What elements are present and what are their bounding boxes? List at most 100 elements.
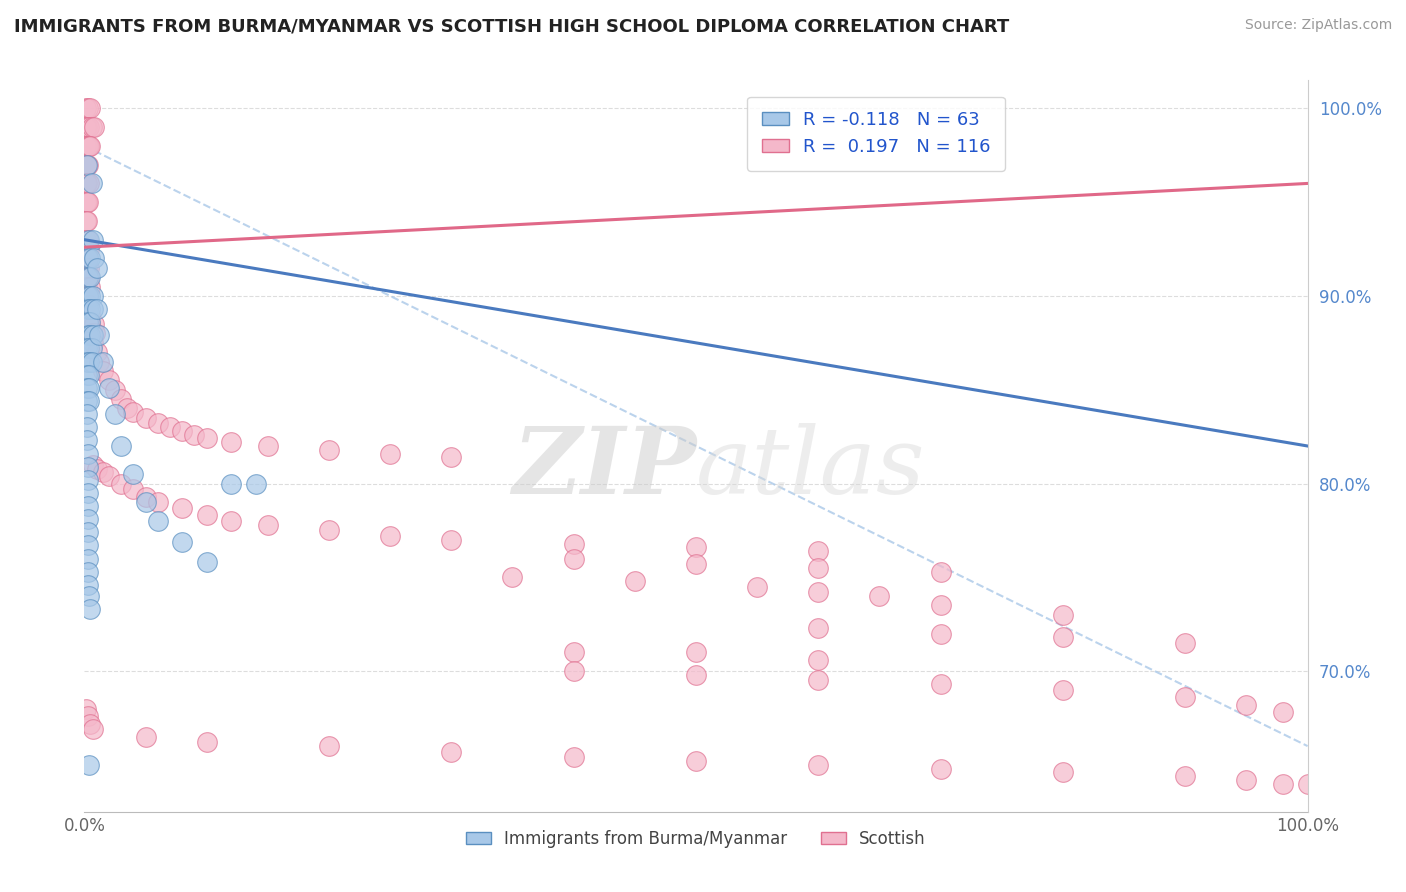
Point [77,512,100,526]
Point [77,459,100,474]
Point [97,373,120,387]
Point [440,450,463,465]
Point [219,476,242,491]
Point [929,565,952,579]
Point [562,645,585,659]
Point [75,139,97,153]
Point [80,342,103,356]
Point [219,435,242,450]
Point [80,354,103,368]
Point [80,326,103,341]
Point [183,427,205,442]
Point [1236,772,1258,787]
Point [77,381,100,395]
Point [76,279,98,293]
Point [77,298,100,312]
Point [79,270,101,285]
Point [76,195,98,210]
Point [79,317,101,331]
Point [79,279,101,293]
Point [685,541,707,555]
Text: ZIP: ZIP [512,423,696,513]
Point [77,260,100,275]
Point [685,754,707,768]
Point [91,354,114,368]
Point [146,495,169,509]
Point [807,585,830,599]
Point [97,469,120,483]
Point [75,195,97,210]
Point [79,308,101,322]
Point [91,465,114,479]
Point [77,446,100,460]
Point [122,405,145,419]
Point [77,270,100,285]
Point [82,458,104,472]
Point [77,757,100,772]
Point [87,354,110,368]
Point [562,750,585,764]
Point [135,495,157,509]
Point [77,233,100,247]
Point [685,645,707,659]
Point [380,446,402,460]
Point [104,383,127,397]
Point [77,368,100,382]
Point [86,302,108,317]
Point [75,102,97,116]
Point [76,252,98,266]
Point [257,439,280,453]
Point [929,599,952,613]
Point [79,716,101,731]
Point [77,328,100,343]
Point [257,517,280,532]
Point [110,439,132,453]
Point [1174,636,1197,650]
Point [146,514,169,528]
Point [76,342,98,356]
Point [807,621,830,635]
Point [77,486,100,500]
Point [1174,769,1197,783]
Point [79,289,101,303]
Point [1272,706,1295,720]
Point [562,551,585,566]
Point [807,673,830,688]
Point [502,570,524,584]
Point [685,668,707,682]
Point [80,120,103,135]
Text: atlas: atlas [696,423,925,513]
Point [807,561,830,575]
Point [86,345,108,359]
Point [77,499,100,513]
Point [318,524,340,538]
Point [159,420,181,434]
Point [77,158,100,172]
Point [104,407,127,421]
Point [172,500,194,515]
Point [77,242,100,256]
Text: IMMIGRANTS FROM BURMA/MYANMAR VS SCOTTISH HIGH SCHOOL DIPLOMA CORRELATION CHART: IMMIGRANTS FROM BURMA/MYANMAR VS SCOTTIS… [14,18,1010,36]
Point [1052,607,1074,622]
Point [1052,630,1074,644]
Point [110,392,132,406]
Legend: Immigrants from Burma/Myanmar, Scottish: Immigrants from Burma/Myanmar, Scottish [460,823,932,855]
Point [1272,776,1295,790]
Point [77,139,100,153]
Point [82,233,104,247]
Point [195,735,218,749]
Point [747,580,769,594]
Point [82,289,104,303]
Point [929,677,952,691]
Point [82,328,104,343]
Point [77,177,100,191]
Point [1296,776,1319,790]
Point [79,252,101,266]
Point [77,315,100,329]
Point [77,551,100,566]
Point [77,525,100,540]
Point [87,328,110,343]
Point [76,434,98,448]
Point [929,626,952,640]
Point [77,473,100,487]
